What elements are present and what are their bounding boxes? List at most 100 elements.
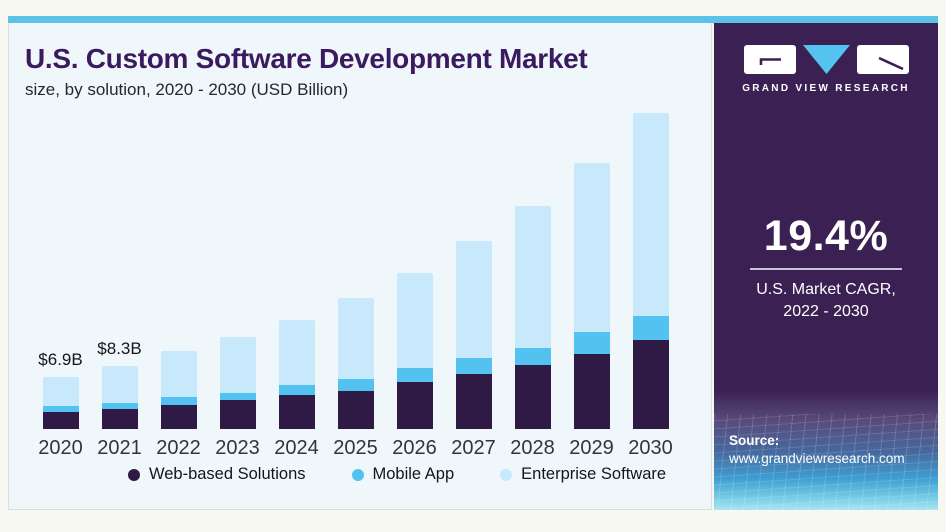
x-tick-2022: 2022 — [156, 437, 201, 459]
bar-segment-2022-web-based-solutions — [160, 404, 197, 429]
bar-column-2020: $6.9B — [31, 350, 90, 429]
cagr-caption: U.S. Market CAGR, 2022 - 2030 — [714, 279, 938, 322]
bar-segment-2023-web-based-solutions — [219, 400, 256, 429]
bar-segment-2027-mobile-app — [455, 358, 492, 374]
stacked-bar-2021 — [101, 366, 138, 429]
legend-dot-web-based-solutions-icon — [127, 468, 140, 481]
bar-segment-2025-enterprise-software — [337, 298, 374, 380]
bar-segment-2030-enterprise-software — [632, 113, 669, 316]
source-block: Source: www.grandviewresearch.com — [729, 433, 905, 466]
legend-item-mobile-app: Mobile App — [351, 465, 455, 484]
x-tick-2028: 2028 — [510, 437, 555, 459]
gvr-logo-icon — [743, 45, 909, 74]
gvr-wordmark: GRAND VIEW RESEARCH — [742, 83, 910, 94]
bar-segment-2027-enterprise-software — [455, 241, 492, 359]
bars-row: $6.9B $8.3B — [31, 113, 680, 429]
bar-segment-2024-mobile-app — [278, 385, 315, 395]
bar-value-label-2021: $8.3B — [97, 339, 142, 359]
stacked-bar-2020 — [42, 376, 79, 429]
bar-segment-2021-web-based-solutions — [101, 408, 138, 429]
x-axis: 2020 2021 2022 2023 2024 2025 2026 2027 2028 2029… — [31, 437, 680, 460]
stacked-bar-2026 — [396, 272, 433, 429]
bar-segment-2029-mobile-app — [573, 332, 610, 354]
bar-column-2023 — [208, 336, 267, 429]
bar-segment-2030-web-based-solutions — [632, 339, 669, 429]
x-tick-2026: 2026 — [392, 437, 437, 459]
legend-dot-mobile-app-icon — [351, 468, 364, 481]
bar-segment-2022-enterprise-software — [160, 351, 197, 398]
source-label: Source: — [729, 433, 780, 448]
cagr-caption-line1: U.S. Market CAGR, — [756, 281, 896, 298]
bar-segment-2024-enterprise-software — [278, 320, 315, 386]
chart-subtitle: size, by solution, 2020 - 2030 (USD Bill… — [25, 80, 349, 100]
bar-column-2029 — [562, 163, 621, 429]
x-tick-2030: 2030 — [628, 437, 673, 459]
bar-segment-2028-enterprise-software — [514, 206, 551, 349]
x-tick-2024: 2024 — [274, 437, 319, 459]
bar-segment-2026-enterprise-software — [396, 272, 433, 368]
bar-value-label-2020: $6.9B — [38, 349, 83, 369]
legend-item-web-based-solutions: Web-based Solutions — [127, 465, 306, 484]
bar-segment-2023-mobile-app — [219, 392, 256, 401]
stacked-bar-2024 — [278, 320, 315, 429]
stacked-bar-2030 — [632, 113, 669, 429]
x-tick-2029: 2029 — [569, 437, 614, 459]
bar-column-2022 — [149, 351, 208, 429]
chart-card: U.S. Custom Software Development Market … — [8, 23, 712, 510]
legend-dot-enterprise-software-icon — [500, 468, 513, 481]
mesh-gradient — [714, 390, 938, 510]
logo-r-block-icon — [856, 45, 909, 74]
brand-panel: GRAND VIEW RESEARCH 19.4% U.S. Market CA… — [714, 23, 938, 510]
source-url: www.grandviewresearch.com — [729, 451, 905, 466]
stacked-bar-2023 — [219, 336, 256, 429]
legend-label-enterprise-software: Enterprise Software — [521, 465, 667, 483]
stacked-bar-2029 — [573, 163, 610, 429]
gvr-logo: GRAND VIEW RESEARCH — [714, 45, 938, 94]
bar-segment-2020-mobile-app — [42, 406, 79, 412]
x-tick-2027: 2027 — [451, 437, 496, 459]
legend-item-enterprise-software: Enterprise Software — [500, 465, 666, 484]
bar-column-2027 — [444, 241, 503, 429]
bar-column-2025 — [326, 298, 385, 429]
bar-column-2026 — [385, 272, 444, 429]
cagr-value: 19.4% — [763, 212, 889, 260]
bar-column-2030 — [621, 113, 680, 429]
bar-segment-2020-web-based-solutions — [42, 411, 79, 429]
x-tick-2020: 2020 — [38, 437, 83, 459]
chart-title: U.S. Custom Software Development Market — [25, 43, 588, 74]
bar-segment-2029-web-based-solutions — [573, 353, 610, 429]
stacked-bar-2022 — [160, 351, 197, 429]
stacked-bar-2025 — [337, 298, 374, 429]
logo-v-triangle-icon — [802, 45, 850, 74]
stacked-bar-2027 — [455, 241, 492, 429]
bar-segment-2030-mobile-app — [632, 315, 669, 340]
bar-segment-2020-enterprise-software — [42, 376, 79, 407]
bar-column-2021: $8.3B — [90, 339, 149, 429]
logo-g-block-icon — [743, 45, 796, 74]
bar-segment-2021-enterprise-software — [101, 366, 138, 403]
bar-segment-2022-mobile-app — [160, 397, 197, 405]
stacked-bar-2028 — [514, 206, 551, 429]
x-tick-2023: 2023 — [215, 437, 260, 459]
stat-divider — [750, 268, 902, 270]
bar-column-2028 — [503, 206, 562, 429]
bar-segment-2025-web-based-solutions — [337, 390, 374, 429]
bar-segment-2024-web-based-solutions — [278, 395, 315, 429]
chart-header: U.S. Custom Software Development Market … — [9, 23, 711, 100]
bar-segment-2029-enterprise-software — [573, 163, 610, 333]
bar-column-2024 — [267, 320, 326, 429]
accent-strip — [8, 16, 938, 23]
bar-segment-2027-web-based-solutions — [455, 373, 492, 429]
chart-legend: Web-based Solutions Mobile App Enterprise … — [9, 465, 711, 484]
cagr-caption-line2: 2022 - 2030 — [783, 302, 869, 320]
legend-label-web-based-solutions: Web-based Solutions — [148, 465, 306, 483]
cagr-stat: 19.4% U.S. Market CAGR, 2022 - 2030 — [714, 212, 938, 322]
bar-segment-2021-mobile-app — [101, 402, 138, 409]
x-tick-2021: 2021 — [97, 437, 142, 459]
bar-segment-2025-mobile-app — [337, 379, 374, 391]
legend-label-mobile-app: Mobile App — [372, 465, 455, 483]
bar-segment-2026-mobile-app — [396, 367, 433, 383]
x-tick-2025: 2025 — [333, 437, 378, 459]
bar-segment-2023-enterprise-software — [219, 336, 256, 393]
